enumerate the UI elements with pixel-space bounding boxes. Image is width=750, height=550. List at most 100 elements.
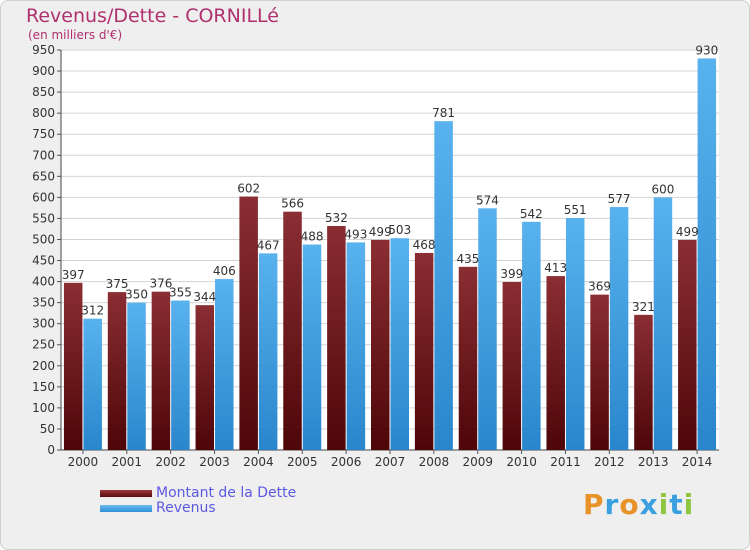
x-tick-label: 2012: [594, 455, 625, 469]
revenue-value-label: 577: [608, 192, 631, 206]
x-tick-label: 2005: [287, 455, 318, 469]
debt-value-label: 321: [632, 300, 655, 314]
x-tick-label: 2014: [682, 455, 713, 469]
x-tick-label: 2001: [112, 455, 143, 469]
revenue-value-label: 488: [301, 230, 324, 244]
y-tick-label: 950: [32, 43, 55, 57]
logo-letter: o: [619, 488, 640, 521]
revenue-bar: [653, 197, 673, 450]
revenue-bar: [565, 218, 585, 450]
debt-bar: [634, 314, 653, 450]
debt-bar: [151, 291, 171, 450]
debt-value-label: 532: [325, 211, 348, 225]
debt-bar: [590, 294, 609, 450]
revenue-value-label: 406: [213, 264, 236, 278]
y-tick-label: 900: [32, 64, 55, 78]
y-tick-label: 200: [32, 359, 55, 373]
debt-value-label: 376: [149, 277, 172, 291]
x-tick-label: 2009: [462, 455, 493, 469]
debt-bar: [414, 252, 434, 450]
revenue-value-label: 551: [564, 203, 587, 217]
revenue-bar: [609, 207, 629, 450]
debt-value-label: 399: [500, 267, 523, 281]
debt-bar: [327, 226, 346, 450]
debt-value-label: 375: [106, 277, 129, 291]
chart-subtitle: (en milliers d'€): [28, 28, 123, 42]
debt-value-label: 499: [676, 225, 699, 239]
x-tick-label: 2002: [155, 455, 186, 469]
y-tick-label: 350: [32, 296, 55, 310]
revenue-bar: [127, 302, 146, 450]
debt-value-label: 435: [457, 252, 480, 266]
y-tick-label: 250: [32, 338, 55, 352]
revenue-value-label: 493: [344, 227, 367, 241]
debt-bar: [371, 239, 390, 450]
y-tick-label: 100: [32, 401, 55, 415]
debt-value-label: 413: [544, 261, 567, 275]
debt-value-label: 566: [281, 197, 304, 211]
debt-bar: [239, 196, 258, 450]
y-tick-label: 150: [32, 380, 55, 394]
revenue-bar: [478, 208, 497, 450]
y-tick-label: 400: [32, 275, 55, 289]
revenue-value-label: 355: [169, 286, 192, 300]
y-tick-label: 300: [32, 317, 55, 331]
debt-bar: [678, 239, 697, 450]
debt-bar: [63, 282, 83, 450]
x-tick-label: 2004: [243, 455, 274, 469]
logo-letter: x: [639, 488, 659, 521]
revenue-value-label: 600: [651, 182, 674, 196]
revenue-value-label: 542: [520, 207, 543, 221]
debt-bar: [546, 276, 565, 450]
x-tick-label: 2010: [506, 455, 537, 469]
x-tick-label: 2011: [550, 455, 581, 469]
y-tick-label: 850: [32, 85, 55, 99]
x-tick-label: 2007: [375, 455, 406, 469]
debt-value-label: 397: [62, 268, 85, 282]
revenue-value-label: 467: [257, 238, 280, 252]
debt-bar: [458, 266, 478, 450]
logo-letter: t: [669, 488, 684, 521]
chart-title: Revenus/Dette - CORNILLé: [26, 5, 279, 27]
logo-letter: r: [604, 488, 620, 521]
revenue-bar: [434, 121, 453, 450]
x-tick-label: 2000: [68, 455, 99, 469]
revenue-bar: [83, 318, 102, 450]
y-tick-label: 800: [32, 106, 55, 120]
logo-letter: P: [583, 488, 605, 521]
revenue-bar: [346, 242, 366, 450]
revenue-bar: [171, 300, 190, 450]
revenue-bar: [215, 279, 234, 450]
x-tick-label: 2006: [331, 455, 362, 469]
debt-bar: [107, 292, 127, 450]
revenue-bar: [258, 253, 278, 450]
y-tick-label: 650: [32, 169, 55, 183]
revenue-value-label: 574: [476, 193, 499, 207]
y-tick-label: 700: [32, 148, 55, 162]
legend-label-debt: Montant de la Dette: [156, 485, 297, 501]
revenue-value-label: 781: [432, 106, 455, 120]
legend-swatch-debt: [100, 490, 152, 497]
revenue-value-label: 503: [388, 223, 411, 237]
x-tick-label: 2003: [199, 455, 230, 469]
legend-swatch-revenue: [100, 505, 152, 512]
y-tick-label: 0: [47, 443, 55, 457]
y-tick-label: 500: [32, 232, 55, 246]
debt-value-label: 499: [369, 225, 392, 239]
plot-area: [61, 50, 719, 450]
x-tick-label: 2013: [638, 455, 669, 469]
logo-letter: i: [683, 488, 695, 521]
legend-label-revenue: Revenus: [156, 500, 216, 516]
revenue-value-label: 350: [125, 288, 148, 302]
revenue-bar: [390, 238, 409, 450]
revenue-bar: [522, 221, 541, 450]
y-tick-label: 50: [40, 422, 55, 436]
debt-bar: [502, 282, 522, 450]
logo-letter: i: [658, 488, 670, 521]
y-tick-label: 600: [32, 190, 55, 204]
debt-value-label: 344: [193, 290, 216, 304]
proxiti-logo[interactable]: Proxiti: [583, 488, 694, 521]
y-tick-label: 550: [32, 211, 55, 225]
y-tick-label: 450: [32, 254, 55, 268]
